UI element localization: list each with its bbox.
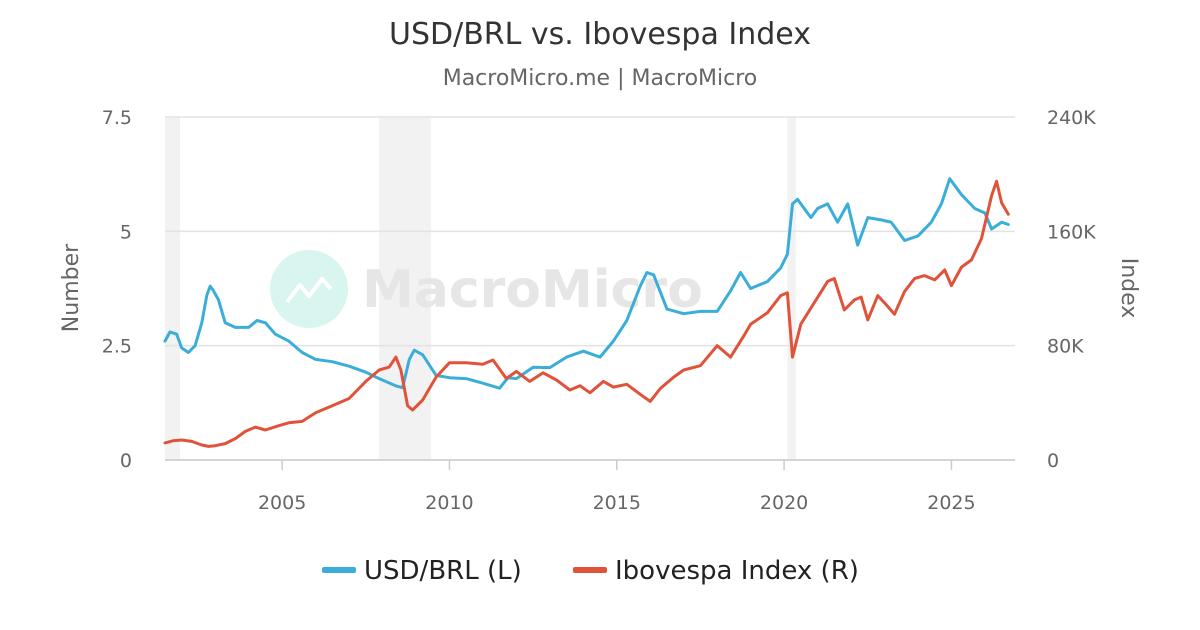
recession-band [787,117,796,460]
legend-label: USD/BRL (L) [364,556,522,586]
legend-swatch [322,567,356,573]
recession-band [379,117,432,460]
right-tick-label: 160K [1047,221,1096,243]
left-tick-label: 7.5 [102,107,132,129]
legend: USD/BRL (L) Ibovespa Index (R) [322,556,859,586]
left-axis-ticks: 0 2.5 5 7.5 [102,107,132,472]
right-axis-ticks: 0 80K 160K 240K [1047,107,1096,472]
x-axis-ticks: 2005 2010 2015 2020 2025 [165,459,1015,514]
x-tick-label: 2020 [760,492,808,514]
x-tick-label: 2025 [927,492,975,514]
watermark: MacroMicro [270,250,703,328]
right-tick-label: 80K [1047,336,1084,358]
chart-title: USD/BRL vs. Ibovespa Index [389,17,811,52]
x-tick-label: 2005 [258,492,306,514]
left-tick-label: 2.5 [102,336,132,358]
right-axis-title: Index [1116,258,1141,319]
left-tick-label: 0 [120,450,132,472]
left-tick-label: 5 [120,221,132,243]
legend-label: Ibovespa Index (R) [615,556,859,586]
left-axis-title: Number [59,243,84,332]
chart-subtitle: MacroMicro.me | MacroMicro [443,66,758,91]
series-lines [163,177,1010,448]
watermark-logo-circle [270,250,348,328]
recession-shading [165,117,796,460]
legend-item-usd-brl[interactable]: USD/BRL (L) [322,556,522,586]
usd-brl-line [163,177,1010,390]
legend-swatch [573,567,607,573]
chart-logo-icon [285,277,333,304]
watermark-text: MacroMicro [362,260,703,320]
x-tick-label: 2010 [425,492,473,514]
ibovespa-line [163,179,1010,448]
right-tick-label: 0 [1047,450,1059,472]
legend-item-ibovespa[interactable]: Ibovespa Index (R) [573,556,859,586]
right-tick-label: 240K [1047,107,1096,129]
recession-band [165,117,181,460]
x-tick-label: 2015 [593,492,641,514]
